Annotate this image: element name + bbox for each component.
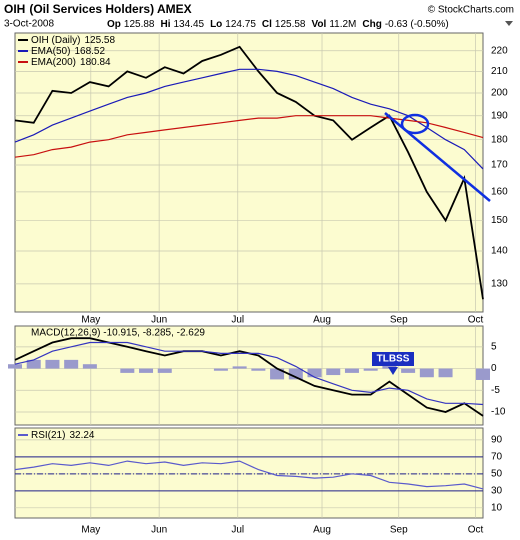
y-tick-label: 220 bbox=[491, 45, 508, 56]
legend-value: 125.58 bbox=[84, 35, 115, 46]
histogram-bar bbox=[344, 368, 359, 373]
x-tick-label: Oct bbox=[468, 525, 484, 536]
legend-name: EMA(200) bbox=[31, 57, 76, 68]
histogram-bar bbox=[64, 359, 79, 369]
quote-value: 125.88 bbox=[124, 19, 155, 30]
y-tick-label: 5 bbox=[491, 341, 497, 352]
histogram-bar bbox=[139, 368, 154, 373]
quote-value: 124.75 bbox=[225, 19, 256, 30]
legend-name: EMA(50) bbox=[31, 46, 70, 57]
y-tick-label: 130 bbox=[491, 278, 508, 289]
quote-label: Vol bbox=[311, 19, 326, 30]
y-tick-label: 170 bbox=[491, 160, 508, 171]
x-tick-label: May bbox=[81, 315, 100, 326]
quote-value: 125.58 bbox=[275, 19, 306, 30]
legend-entry: EMA(200) 180.84 bbox=[31, 57, 111, 68]
symbol-text: OIH bbox=[4, 2, 25, 16]
copyright: © StockCharts.com bbox=[428, 5, 514, 16]
y-tick-label: 160 bbox=[491, 187, 508, 198]
histogram-bar bbox=[270, 368, 285, 380]
y-tick-label: -5 bbox=[491, 385, 500, 396]
legend-value: 32.24 bbox=[69, 430, 94, 441]
histogram-bar bbox=[476, 368, 490, 380]
y-tick-label: 70 bbox=[491, 452, 503, 463]
y-tick-label: -10 bbox=[491, 407, 506, 418]
histogram-bar bbox=[307, 368, 322, 378]
series-line bbox=[14, 45, 484, 300]
legend-entry: RSI(21) 32.24 bbox=[31, 430, 95, 441]
x-tick-label: Jun bbox=[151, 315, 167, 326]
x-tick-label: Oct bbox=[468, 315, 484, 326]
x-tick-label: May bbox=[81, 525, 100, 536]
legend-value: 168.52 bbox=[74, 46, 105, 57]
histogram-bar bbox=[8, 364, 22, 369]
y-tick-label: 180 bbox=[491, 134, 508, 145]
legend: MACD(12,26,9) -10.915, -8.285, -2.629 bbox=[31, 328, 205, 339]
histogram-bar bbox=[326, 368, 341, 376]
histogram-bar bbox=[45, 359, 60, 369]
name-text: (Oil Services Holders) AMEX bbox=[29, 2, 191, 16]
x-tick-label: Jul bbox=[231, 315, 244, 326]
quote-label: Lo bbox=[210, 19, 222, 30]
series-line bbox=[14, 460, 484, 490]
histogram-bar bbox=[120, 368, 135, 373]
x-tick-label: Sep bbox=[390, 315, 408, 326]
x-tick-label: Jul bbox=[231, 525, 244, 536]
quote-value: 134.45 bbox=[173, 19, 204, 30]
histogram-bar bbox=[82, 364, 97, 369]
legend-entry: OIH (Daily) 125.58 bbox=[31, 35, 115, 46]
x-tick-label: Jun bbox=[151, 525, 167, 536]
highlight-circle bbox=[400, 113, 430, 135]
panel bbox=[14, 325, 484, 426]
y-tick-label: 30 bbox=[491, 485, 503, 496]
y-tick-label: 210 bbox=[491, 66, 508, 77]
quote-value: -0.63 (-0.50%) bbox=[385, 19, 449, 30]
quote-label: Op bbox=[107, 19, 121, 30]
date: 3-Oct-2008 bbox=[4, 19, 54, 30]
histogram-bar bbox=[157, 368, 172, 373]
legend-name: RSI(21) bbox=[31, 430, 65, 441]
quote: Op 125.88 Hi 134.45 Lo 124.75 Cl 125.58 Vol 11.2M… bbox=[107, 19, 449, 30]
annotations bbox=[384, 112, 491, 202]
quote-label: Chg bbox=[362, 19, 381, 30]
quote-value: 11.2M bbox=[329, 19, 356, 30]
y-tick-label: 150 bbox=[491, 215, 508, 226]
quote-label: Cl bbox=[262, 19, 272, 30]
y-tick-label: 50 bbox=[491, 468, 503, 479]
x-tick-label: Aug bbox=[313, 315, 331, 326]
annotation-box bbox=[372, 352, 414, 366]
menu-arrow[interactable] bbox=[505, 21, 513, 26]
x-tick-label: Sep bbox=[390, 525, 408, 536]
histogram-bar bbox=[288, 368, 303, 380]
legend-value: 180.84 bbox=[80, 57, 111, 68]
histogram-bar bbox=[363, 368, 378, 371]
histogram-bar bbox=[401, 368, 416, 373]
histogram-bar bbox=[232, 366, 247, 369]
y-tick-label: 90 bbox=[491, 435, 503, 446]
histogram-bar bbox=[26, 359, 41, 369]
annotation-text: TLBSS bbox=[377, 354, 410, 365]
quote-label: Hi bbox=[160, 19, 170, 30]
panel bbox=[14, 427, 484, 519]
y-tick-label: 200 bbox=[491, 88, 508, 99]
x-tick-label: Aug bbox=[313, 525, 331, 536]
y-tick-label: 140 bbox=[491, 246, 508, 257]
y-tick-label: 190 bbox=[491, 110, 508, 121]
series-line bbox=[14, 115, 484, 158]
y-tick-label: 0 bbox=[491, 363, 497, 374]
annotation-arrow bbox=[388, 367, 398, 375]
symbol: OIH (Oil Services Holders) AMEX bbox=[4, 2, 192, 16]
panel bbox=[14, 32, 484, 313]
histogram-bar bbox=[419, 368, 434, 378]
histogram-bar bbox=[438, 368, 453, 378]
y-tick-label: 10 bbox=[491, 502, 503, 513]
legend-entry: EMA(50) 168.52 bbox=[31, 46, 105, 57]
series-line bbox=[14, 341, 484, 406]
legend-name: OIH (Daily) bbox=[31, 35, 80, 46]
series-line bbox=[14, 68, 484, 170]
histogram-bar bbox=[213, 368, 228, 371]
histogram-bar bbox=[251, 368, 266, 371]
